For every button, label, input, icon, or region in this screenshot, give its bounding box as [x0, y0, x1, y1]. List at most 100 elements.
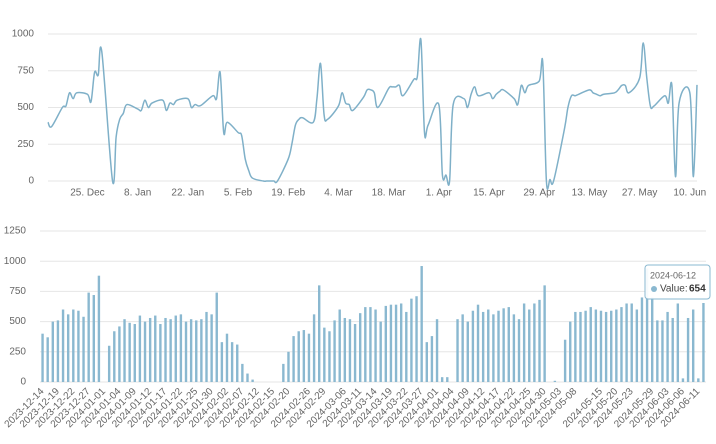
bar [72, 309, 75, 382]
bar [522, 303, 526, 382]
bar [384, 305, 388, 382]
bar [394, 304, 398, 382]
bar [343, 317, 347, 382]
bar [471, 310, 475, 382]
bar [702, 302, 705, 382]
bar [420, 266, 423, 382]
bar [430, 336, 434, 382]
bar [502, 308, 505, 382]
bar [589, 307, 592, 382]
bar [159, 324, 162, 382]
x-tick-label: 4. Mar [324, 188, 353, 199]
bar [604, 311, 608, 382]
line [47, 37, 698, 190]
bar [584, 310, 587, 382]
bar [46, 337, 49, 382]
bar [302, 330, 306, 382]
bar [318, 285, 321, 382]
bar [512, 314, 516, 382]
x-tick-label: 19. Feb [271, 188, 305, 199]
y-tick-label: 1000 [12, 29, 35, 40]
bar [307, 333, 311, 382]
bar [661, 320, 664, 382]
bar [348, 319, 352, 382]
bar [82, 316, 85, 382]
bar [369, 307, 372, 382]
bar [553, 380, 557, 382]
bar [569, 321, 572, 382]
bar [425, 342, 428, 382]
bar [507, 307, 510, 382]
y-tick-label: 0 [20, 377, 26, 388]
y-tick-label: 250 [17, 139, 34, 150]
bar [528, 309, 531, 382]
bar [635, 309, 639, 382]
bar [241, 363, 244, 382]
bar [225, 333, 229, 382]
bar [538, 299, 541, 382]
bar [435, 319, 439, 382]
bar [236, 344, 239, 382]
bar [195, 320, 198, 382]
bar [656, 320, 659, 382]
bar [615, 309, 618, 382]
y-tick-label: 750 [17, 65, 34, 76]
bar [691, 309, 695, 382]
bar [620, 307, 623, 382]
bar [51, 321, 55, 382]
bar [374, 309, 377, 382]
bar [543, 285, 546, 382]
bar [487, 309, 490, 382]
bar [77, 310, 80, 382]
x-tick-label: 10. Jun [673, 188, 706, 199]
y-tick-label: 1000 [4, 256, 27, 267]
bar [671, 317, 674, 382]
bar [405, 311, 408, 382]
bar [297, 331, 300, 382]
x-tick-label: 15. Apr [473, 188, 505, 199]
tooltip-value: 654 [689, 284, 706, 295]
bar [563, 339, 567, 382]
bar [123, 319, 126, 382]
bar [164, 317, 167, 382]
bar [215, 292, 218, 382]
bar [630, 303, 633, 382]
bar [143, 321, 147, 382]
bar [138, 315, 142, 382]
bar [97, 275, 101, 382]
y-tick-label: 1250 [4, 226, 27, 237]
bar [517, 319, 521, 382]
tooltip-dot [651, 286, 657, 292]
bar [492, 314, 495, 382]
bar [148, 317, 152, 382]
x-tick-label: 29. Apr [523, 188, 555, 199]
bar [358, 313, 362, 382]
x-tick-label: 1. Apr [426, 188, 453, 199]
bar [579, 311, 582, 382]
bar [410, 298, 413, 382]
bar [640, 297, 644, 382]
bar [599, 310, 603, 382]
bar [210, 314, 213, 382]
y-tick-label: 0 [28, 176, 34, 187]
bar [333, 320, 336, 382]
bar [323, 327, 326, 382]
bar [681, 378, 685, 382]
bar [481, 311, 485, 382]
bar [328, 331, 331, 382]
bar [113, 331, 116, 382]
tooltip-box [644, 264, 711, 300]
x-tick-label: 27. May [622, 188, 658, 199]
bar [440, 377, 444, 382]
bar [118, 326, 121, 382]
bar [466, 321, 469, 382]
y-tick-label: 500 [17, 102, 34, 113]
tooltip-title: 2024-06-12 [650, 270, 696, 280]
bar [399, 303, 403, 382]
bar [205, 311, 208, 382]
y-tick-label: 500 [9, 316, 26, 327]
bar [497, 310, 500, 382]
bar [230, 342, 234, 382]
bar [645, 268, 649, 382]
